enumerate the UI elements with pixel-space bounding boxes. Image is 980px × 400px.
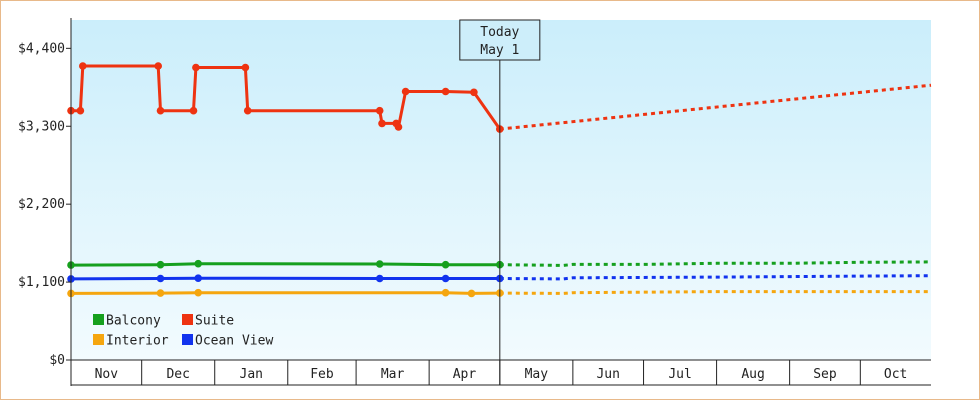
month-label-feb: Feb: [310, 367, 334, 382]
legend-item-interior[interactable]: Interior: [93, 334, 169, 349]
today-label-box: [459, 19, 541, 61]
month-label-sep: Sep: [813, 367, 837, 382]
point-ocean-view-4[interactable]: [441, 274, 450, 283]
month-label-aug: Aug: [741, 367, 764, 382]
series-layer: [67, 62, 932, 298]
month-label-oct: Oct: [884, 367, 907, 382]
month-label-apr: Apr: [453, 367, 477, 382]
month-label-mar: Mar: [381, 367, 405, 382]
month-label-dec: Dec: [166, 367, 189, 382]
legend-label: Interior: [106, 334, 169, 349]
y-tick-label: $3,300: [18, 119, 65, 134]
legend-item-balcony[interactable]: Balcony: [93, 314, 161, 329]
month-label-jan: Jan: [240, 367, 263, 382]
point-balcony-4[interactable]: [441, 260, 450, 269]
today-marker: Today May 1: [459, 19, 541, 385]
y-tick-label: $4,400: [18, 41, 65, 56]
point-ocean-view-3[interactable]: [375, 274, 384, 283]
series-balcony-forecast: [499, 260, 932, 267]
series-balcony-history: [70, 262, 500, 267]
point-balcony-3[interactable]: [375, 260, 384, 268]
point-suite-14[interactable]: [441, 87, 450, 96]
month-label-may: May: [525, 367, 549, 382]
month-label-nov: Nov: [95, 367, 119, 382]
series-interior-forecast: [499, 290, 931, 295]
y-tick-label: $2,200: [18, 197, 65, 212]
point-suite-6[interactable]: [192, 63, 200, 72]
point-balcony-1[interactable]: [156, 260, 165, 269]
today-label-line2: May 1: [480, 43, 519, 58]
series-ocean-view-history: [70, 276, 500, 281]
point-suite-1[interactable]: [76, 106, 85, 115]
point-suite-10[interactable]: [378, 119, 386, 128]
series-ocean-view-forecast: [499, 274, 932, 281]
point-suite-7[interactable]: [241, 63, 250, 72]
point-suite-4[interactable]: [156, 106, 165, 115]
legend-label: Ocean View: [195, 334, 273, 349]
legend-swatch: [93, 314, 104, 325]
point-ocean-view-2[interactable]: [194, 274, 202, 283]
legend-item-ocean-view[interactable]: Ocean View: [182, 334, 273, 349]
legend-swatch: [182, 314, 193, 325]
point-interior-1[interactable]: [156, 289, 165, 297]
point-suite-2[interactable]: [79, 62, 87, 70]
y-tick-label: $0: [49, 353, 65, 368]
point-suite-5[interactable]: [189, 106, 198, 115]
legend-item-suite[interactable]: Suite: [182, 314, 234, 329]
point-interior-3[interactable]: [441, 288, 450, 297]
legend: Balcony Suite Interior Ocean View: [93, 314, 273, 349]
point-interior-2[interactable]: [194, 288, 202, 297]
point-suite-8[interactable]: [243, 106, 252, 115]
legend-label: Suite: [195, 314, 234, 329]
point-ocean-view-1[interactable]: [156, 274, 165, 283]
legend-swatch: [93, 334, 104, 345]
month-label-jul: Jul: [668, 367, 691, 382]
point-interior-4[interactable]: [467, 289, 476, 298]
point-suite-12[interactable]: [394, 123, 403, 131]
legend-label: Balcony: [106, 314, 161, 329]
y-tick-label: $1,100: [18, 275, 65, 290]
point-suite-3[interactable]: [154, 62, 162, 70]
point-balcony-2[interactable]: [194, 259, 202, 268]
plot-area: [71, 20, 931, 360]
month-label-jun: Jun: [596, 367, 619, 382]
legend-swatch: [182, 334, 193, 345]
axes-layer: $0 $1,100 $2,200 $3,300 $4,400 Nov Dec Jan Feb Ma…: [18, 18, 931, 386]
series-suite-forecast: [499, 83, 932, 131]
point-suite-15[interactable]: [470, 88, 478, 97]
point-suite-9[interactable]: [375, 106, 384, 115]
today-label-line1: Today: [480, 25, 519, 40]
point-suite-13[interactable]: [401, 87, 410, 96]
series-interior-history: [70, 291, 500, 295]
